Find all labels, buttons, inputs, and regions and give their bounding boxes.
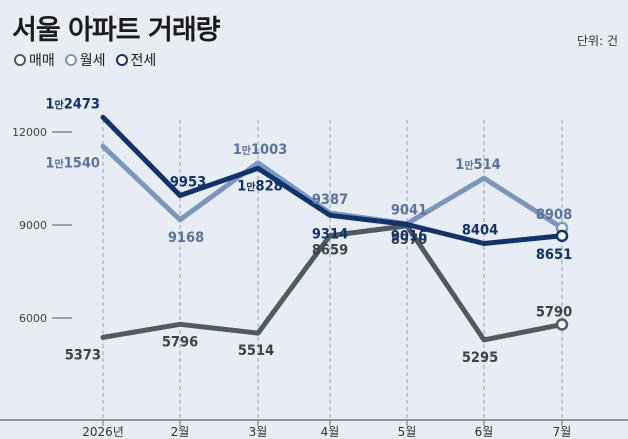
data-label-prefix: 1 [233, 142, 242, 158]
data-label: 9168 [168, 230, 204, 246]
data-label-value: 5796 [162, 334, 198, 350]
x-tick-label: 2026년 [82, 425, 124, 439]
data-label-value: 5790 [536, 305, 572, 321]
data-label: 8659 [312, 243, 348, 259]
data-label-value: 1540 [64, 155, 100, 171]
data-label-value: 8659 [312, 243, 348, 259]
data-label: 5790 [536, 305, 572, 321]
data-label-unit: 만 [54, 98, 64, 111]
data-label: 1만1003 [233, 142, 288, 158]
data-label: 1만514 [455, 157, 501, 173]
y-tick-label: 9000 [19, 219, 47, 232]
x-tick-label: 7월 [553, 425, 572, 439]
series-line [100, 223, 565, 343]
data-label-value: 8404 [462, 222, 498, 238]
series-end-marker [555, 229, 569, 243]
data-label-value: 1003 [251, 142, 287, 158]
y-tick-label: 6000 [19, 312, 47, 325]
unit-label: 단위: 건 [577, 34, 618, 48]
data-label-value: 8908 [536, 207, 572, 223]
legend-label-jeonse: 전세 [130, 53, 157, 69]
data-label-prefix: 1 [237, 178, 246, 194]
data-label: 8970 [391, 232, 427, 248]
data-label: 5295 [462, 350, 498, 366]
x-tick-label: 6월 [475, 425, 494, 439]
series-line [100, 114, 565, 246]
data-label: 9314 [312, 226, 348, 242]
data-label: 5373 [65, 347, 101, 363]
legend-item-jeonse: 전세 [115, 50, 157, 70]
data-label-value: 9016 [391, 229, 427, 245]
x-tick-label: 3월 [249, 425, 268, 439]
x-tick-label: 4월 [321, 425, 340, 439]
data-label-value: 5295 [462, 350, 498, 366]
data-label: 5796 [162, 334, 198, 350]
legend-label-monthly-rent: 월세 [79, 53, 106, 69]
data-label: 1만1540 [45, 155, 100, 171]
legend-item-monthly-rent: 월세 [64, 50, 106, 70]
data-label-prefix: 1 [45, 155, 54, 171]
data-label-value: 8970 [391, 232, 427, 248]
data-label: 9387 [312, 192, 348, 208]
data-label-value: 9953 [170, 174, 206, 190]
data-label-unit: 만 [464, 159, 474, 172]
data-label-value: 5514 [238, 343, 274, 359]
data-label-value: 5373 [65, 347, 101, 363]
data-label-unit: 만 [54, 157, 64, 170]
data-label-unit: 만 [246, 180, 256, 193]
data-label: 8404 [462, 222, 498, 238]
x-tick-label: 2월 [171, 425, 190, 439]
data-label: 9016 [391, 229, 427, 245]
legend-swatch-monthly-rent [64, 54, 77, 66]
data-label-unit: 만 [242, 144, 252, 157]
legend-item-sale: 매매 [14, 50, 55, 70]
data-label: 9041 [391, 203, 427, 219]
data-label-value: 9387 [312, 192, 348, 208]
legend-swatch-jeonse [115, 54, 128, 66]
x-tick-label: 5월 [398, 425, 417, 439]
legend-swatch-sale [14, 54, 26, 66]
data-label: 9953 [170, 174, 206, 190]
data-label: 8651 [536, 247, 572, 263]
legend: 매매 월세 전세 [14, 50, 156, 70]
data-label: 8908 [536, 207, 572, 223]
series-end-marker [555, 318, 569, 331]
data-label-value: 9041 [391, 203, 427, 219]
data-label-value: 2473 [64, 96, 100, 112]
data-label-value: 514 [474, 157, 501, 173]
y-tick-label: 12000 [12, 126, 47, 139]
data-label: 5514 [238, 343, 274, 359]
chart-title: 서울 아파트 거래량 [12, 15, 221, 46]
data-label-prefix: 1 [455, 157, 464, 173]
data-label-value: 9168 [168, 230, 204, 246]
data-label-prefix: 1 [45, 96, 54, 112]
data-label-value: 8651 [536, 247, 572, 263]
legend-label-sale: 매매 [29, 53, 55, 69]
data-label: 1만2473 [45, 96, 100, 112]
data-label-value: 9314 [312, 226, 348, 242]
data-label: 1만828 [237, 178, 283, 194]
data-label-value: 828 [256, 178, 283, 194]
